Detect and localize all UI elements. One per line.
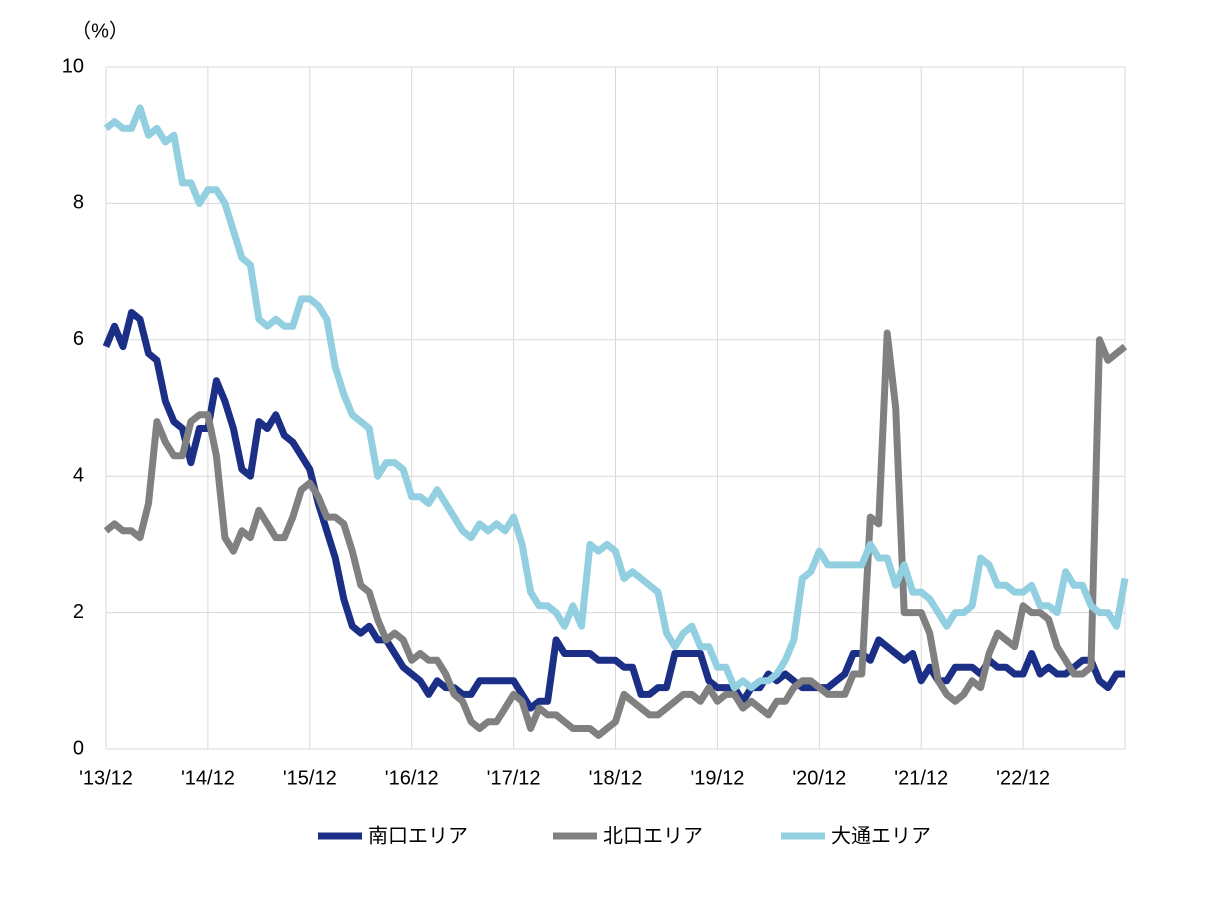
x-tick-label: '15/12 bbox=[283, 767, 337, 789]
x-tick-label: '21/12 bbox=[894, 767, 948, 789]
x-tick-label: '13/12 bbox=[79, 767, 133, 789]
legend-label: 南口エリア bbox=[368, 824, 468, 847]
x-tick-label: '22/12 bbox=[996, 767, 1050, 789]
y-tick-label: 2 bbox=[73, 601, 84, 623]
x-tick-label: '14/12 bbox=[181, 767, 235, 789]
y-axis-label: （%） bbox=[71, 19, 129, 42]
y-tick-label: 10 bbox=[62, 55, 84, 77]
legend-label: 北口エリア bbox=[603, 824, 703, 847]
x-tick-label: '19/12 bbox=[690, 767, 744, 789]
legend-label: 大通エリア bbox=[831, 824, 931, 847]
y-tick-label: 4 bbox=[73, 464, 84, 486]
x-tick-label: '17/12 bbox=[487, 767, 541, 789]
y-tick-label: 6 bbox=[73, 328, 84, 350]
x-tick-label: '16/12 bbox=[385, 767, 439, 789]
series-line bbox=[103, 104, 1129, 692]
y-tick-label: 0 bbox=[73, 737, 84, 759]
y-tick-label: 8 bbox=[73, 192, 84, 214]
series-line bbox=[103, 329, 1128, 739]
x-tick-label: '18/12 bbox=[589, 767, 643, 789]
series-line bbox=[102, 309, 1125, 712]
x-tick-label: '20/12 bbox=[792, 767, 846, 789]
